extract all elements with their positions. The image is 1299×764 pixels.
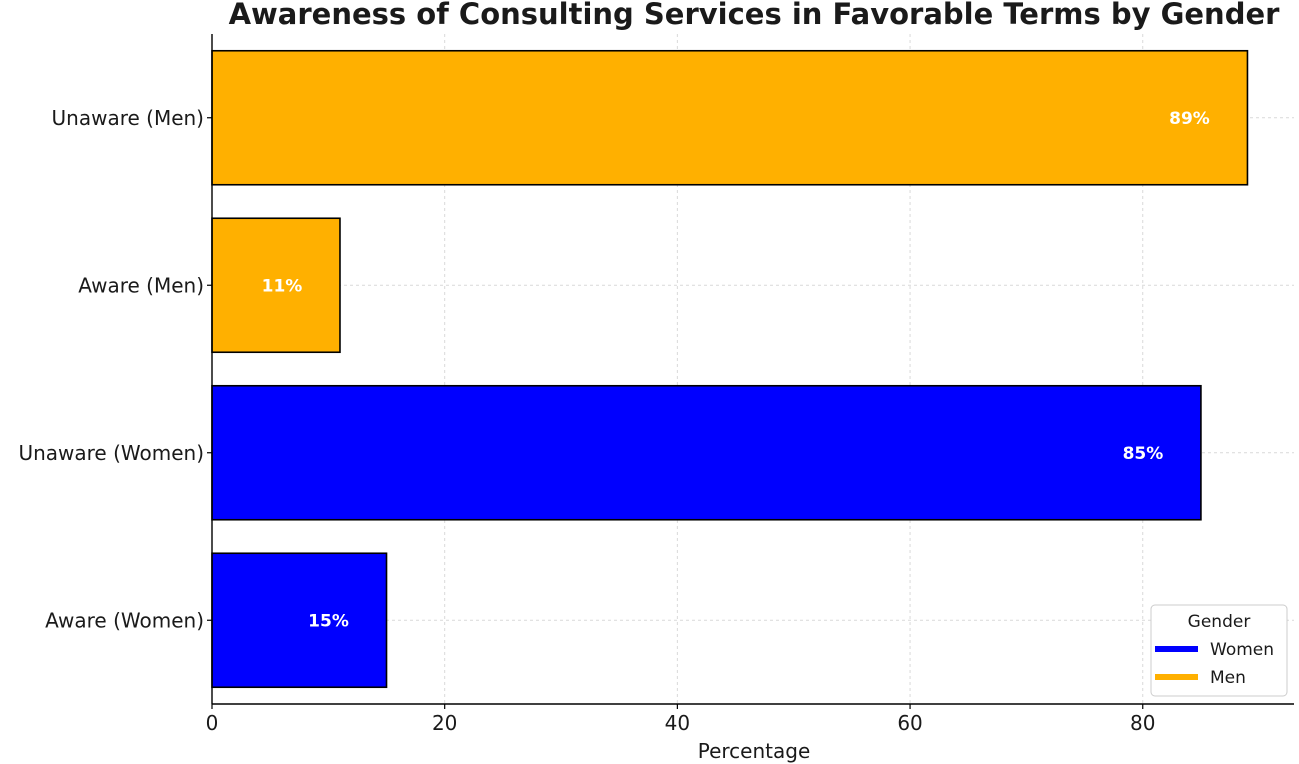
x-tick-label: 40 [665,711,690,735]
bar-unaware-men [211,49,1249,186]
bar-aware-women [211,552,388,689]
x-tick-label: 80 [1130,711,1155,735]
x-tick-label: 0 [206,711,219,735]
y-tick-label: Unaware (Men) [52,106,204,130]
legend-swatch-women [1155,646,1198,652]
y-tick-label: Aware (Men) [78,273,204,297]
x-tick-label: 60 [897,711,922,735]
data-label-unaware-women: 85% [1123,444,1164,464]
legend-box [1150,604,1288,697]
x-axis-label: Percentage [698,739,811,763]
data-label-aware-men: 11% [262,276,303,296]
x-tick-label: 20 [432,711,457,735]
axes: Aware (Women) Unaware (Women) Aware (Men) U… [18,34,1294,735]
legend-label-women: Women [1210,640,1274,660]
y-tick-label: Unaware (Women) [18,441,204,465]
data-label-aware-women: 15% [308,611,349,631]
bar-unaware-women [211,384,1202,521]
data-label-unaware-men: 89% [1169,109,1210,129]
bar-aware-men [211,217,341,354]
data-labels: 15% 85% 11% 89% [262,109,1210,632]
y-tick-label: Aware (Women) [45,608,204,632]
bars [211,49,1249,689]
legend-label-men: Men [1210,668,1246,688]
legend-title: Gender [1188,612,1251,632]
chart-title: Awareness of Consulting Services in Favo… [229,0,1281,31]
legend-swatch-men [1155,674,1198,680]
legend: Gender Women Men [1150,604,1288,697]
